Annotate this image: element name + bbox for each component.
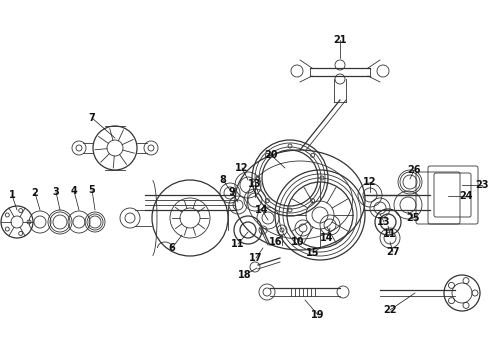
Text: 11: 11 <box>231 239 245 249</box>
Text: 12: 12 <box>363 177 377 187</box>
Text: 17: 17 <box>249 253 263 263</box>
Text: 19: 19 <box>311 310 325 320</box>
Text: 8: 8 <box>220 175 226 185</box>
Text: 26: 26 <box>407 165 421 175</box>
Text: 27: 27 <box>386 247 400 257</box>
Text: 10: 10 <box>291 237 305 247</box>
Text: 14: 14 <box>320 233 334 243</box>
Text: 14: 14 <box>255 205 269 215</box>
Text: 12: 12 <box>235 163 249 173</box>
Text: 13: 13 <box>377 217 391 227</box>
Text: 23: 23 <box>475 180 489 190</box>
Text: 2: 2 <box>32 188 38 198</box>
Text: 24: 24 <box>459 191 473 201</box>
Text: 7: 7 <box>89 113 96 123</box>
Text: 5: 5 <box>89 185 96 195</box>
Text: 13: 13 <box>248 179 262 189</box>
Text: 18: 18 <box>238 270 252 280</box>
Text: 11: 11 <box>383 229 397 239</box>
Text: 16: 16 <box>269 237 283 247</box>
Text: 20: 20 <box>264 150 278 160</box>
Text: 15: 15 <box>306 248 320 258</box>
Text: 4: 4 <box>71 186 77 196</box>
Text: 6: 6 <box>169 243 175 253</box>
Text: 22: 22 <box>383 305 397 315</box>
Text: 25: 25 <box>406 213 420 223</box>
Text: 21: 21 <box>333 35 347 45</box>
Text: 3: 3 <box>52 187 59 197</box>
Text: 9: 9 <box>229 187 235 197</box>
Text: 1: 1 <box>9 190 15 200</box>
